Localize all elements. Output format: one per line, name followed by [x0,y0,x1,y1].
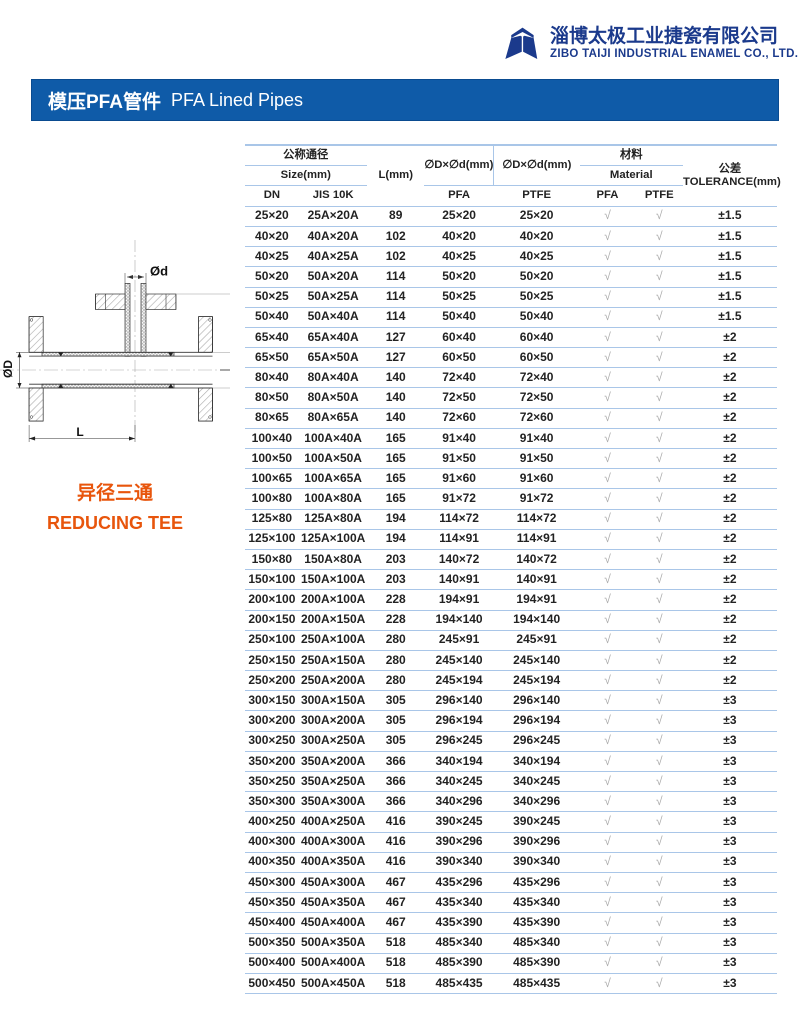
svg-text:ØD: ØD [1,360,15,378]
svg-text:REDUCING TEE: REDUCING TEE [47,513,183,533]
svg-text:L: L [76,425,83,439]
svg-text:异径三通: 异径三通 [77,482,154,504]
svg-text:Ød: Ød [150,264,168,279]
